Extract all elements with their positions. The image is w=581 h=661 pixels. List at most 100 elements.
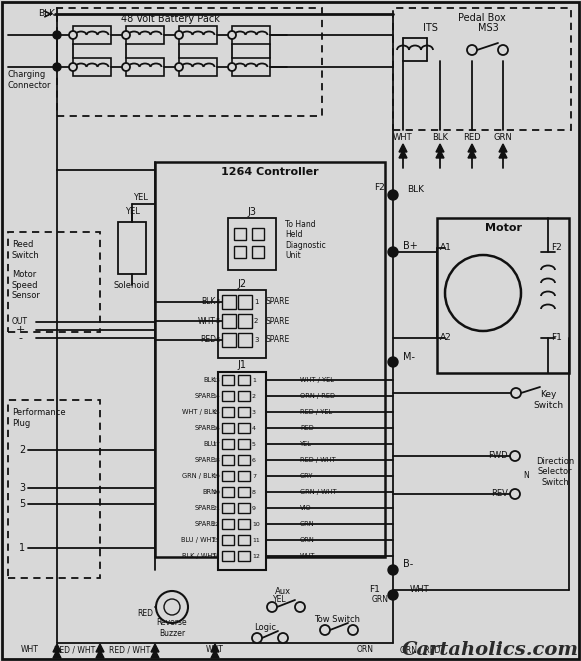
Bar (238, 535, 250, 545)
Text: BLU: BLU (203, 441, 216, 447)
Polygon shape (53, 650, 61, 658)
Text: RED / WHT: RED / WHT (300, 457, 336, 463)
Circle shape (388, 590, 398, 600)
Text: 23: 23 (212, 537, 220, 543)
Text: WHT: WHT (21, 646, 39, 654)
Text: 7: 7 (252, 473, 256, 479)
Text: +: + (15, 325, 24, 335)
Text: WHT / YEL: WHT / YEL (300, 377, 334, 383)
Text: 13: 13 (212, 377, 220, 383)
Text: 1264 Controller: 1264 Controller (221, 167, 319, 177)
Text: ITS: ITS (422, 23, 437, 33)
Bar (238, 423, 250, 433)
Polygon shape (499, 144, 507, 152)
Bar (252, 246, 264, 258)
Bar (234, 246, 246, 258)
Text: GRY: GRY (300, 473, 314, 479)
Text: YEL: YEL (133, 192, 148, 202)
Bar (238, 295, 252, 309)
Text: 10: 10 (252, 522, 260, 527)
Text: B+: B+ (403, 241, 418, 251)
Text: B-: B- (403, 559, 413, 569)
Bar (222, 471, 234, 481)
Text: N: N (523, 471, 529, 479)
Text: RED: RED (463, 134, 481, 143)
Text: 5: 5 (19, 499, 25, 509)
Bar (238, 471, 250, 481)
Text: SPARE: SPARE (195, 425, 216, 431)
Text: Motor
Speed
Sensor: Motor Speed Sensor (12, 270, 41, 300)
Circle shape (295, 602, 305, 612)
Text: 2: 2 (254, 318, 259, 324)
Circle shape (511, 388, 521, 398)
Circle shape (252, 633, 262, 643)
Polygon shape (468, 150, 476, 158)
Text: WHT / BLK: WHT / BLK (182, 409, 216, 415)
Bar (222, 391, 234, 401)
Text: WHT: WHT (206, 646, 224, 654)
Text: Cartaholics.com: Cartaholics.com (401, 641, 579, 659)
Text: Reed
Switch: Reed Switch (12, 241, 40, 260)
Text: BLK: BLK (38, 9, 55, 19)
Text: 16: 16 (212, 426, 220, 430)
Text: 18: 18 (212, 457, 220, 463)
Bar (222, 551, 234, 561)
Text: GRN: GRN (371, 596, 389, 605)
Text: Tow Switch: Tow Switch (314, 615, 360, 625)
Bar (8, 232, 100, 332)
Text: 15: 15 (212, 410, 220, 414)
Text: 6: 6 (216, 337, 220, 343)
Text: RED: RED (137, 609, 153, 619)
Text: 1: 1 (254, 299, 259, 305)
Circle shape (320, 625, 330, 635)
Circle shape (156, 591, 188, 623)
Text: GRN / BLK: GRN / BLK (182, 473, 216, 479)
Text: YEL: YEL (300, 441, 312, 447)
Bar (232, 58, 270, 76)
Bar (8, 400, 100, 578)
Bar (238, 487, 250, 497)
Text: Solenoid: Solenoid (114, 280, 150, 290)
Text: Pedal Box: Pedal Box (458, 13, 506, 23)
Polygon shape (53, 644, 61, 652)
Bar (222, 455, 234, 465)
Text: 48 Volt Battery Pack: 48 Volt Battery Pack (121, 14, 220, 24)
Bar (222, 295, 236, 309)
Bar (218, 290, 266, 358)
Bar (238, 455, 250, 465)
Text: J1: J1 (238, 360, 246, 370)
Text: OUT: OUT (12, 317, 28, 327)
Text: A2: A2 (440, 334, 452, 342)
Bar (238, 439, 250, 449)
Polygon shape (399, 144, 407, 152)
Bar (118, 222, 146, 274)
Text: ORN: ORN (300, 537, 315, 543)
Bar (73, 26, 111, 44)
Text: 12: 12 (252, 553, 260, 559)
Circle shape (267, 602, 277, 612)
Text: 11: 11 (252, 537, 260, 543)
Circle shape (122, 31, 130, 39)
Circle shape (53, 31, 61, 39)
Polygon shape (151, 650, 159, 658)
Text: M-: M- (403, 352, 415, 362)
Text: 9: 9 (252, 506, 256, 510)
Polygon shape (399, 150, 407, 158)
Bar (126, 58, 164, 76)
Text: Motor: Motor (485, 223, 522, 233)
Text: 3: 3 (254, 337, 259, 343)
Text: 20: 20 (212, 490, 220, 494)
Bar (222, 333, 236, 347)
Text: 3: 3 (252, 410, 256, 414)
Text: SPARE: SPARE (195, 521, 216, 527)
Bar (238, 375, 250, 385)
Circle shape (388, 247, 398, 257)
Text: F2: F2 (551, 243, 562, 253)
Bar (234, 228, 246, 240)
Text: BLK: BLK (432, 134, 448, 143)
Text: 1: 1 (19, 543, 25, 553)
Bar (238, 519, 250, 529)
Circle shape (278, 633, 288, 643)
Polygon shape (499, 150, 507, 158)
Text: ORN / RED: ORN / RED (300, 393, 335, 399)
